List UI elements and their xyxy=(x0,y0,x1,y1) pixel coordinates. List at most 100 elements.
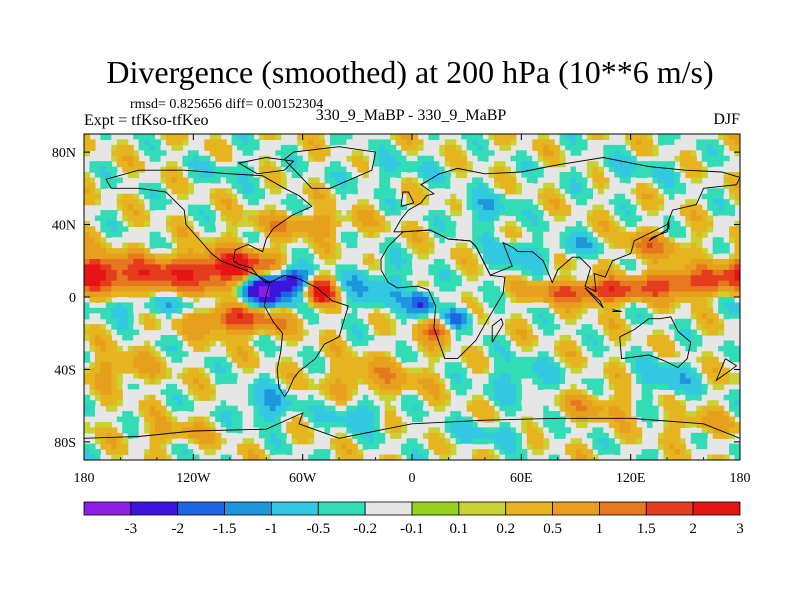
field-cell xyxy=(477,134,484,141)
field-cell xyxy=(515,356,522,363)
field-cell xyxy=(204,258,211,265)
field-cell xyxy=(264,172,271,179)
field-cell xyxy=(488,182,495,189)
field-cell xyxy=(679,318,686,325)
field-cell xyxy=(122,248,129,255)
field-cell xyxy=(237,275,244,282)
field-cell xyxy=(532,215,539,222)
field-cell xyxy=(674,389,681,396)
field-cell xyxy=(592,411,599,418)
field-cell xyxy=(630,291,637,298)
field-cell xyxy=(160,177,167,184)
field-cell xyxy=(220,356,227,363)
field-cell xyxy=(144,351,151,358)
field-cell xyxy=(226,226,233,233)
field-cell xyxy=(209,264,216,271)
field-cell xyxy=(581,199,588,206)
field-cell xyxy=(433,155,440,162)
field-cell xyxy=(116,329,123,336)
field-cell xyxy=(291,421,298,428)
field-cell xyxy=(603,400,610,407)
field-cell xyxy=(297,291,304,298)
field-cell xyxy=(258,340,265,347)
field-cell xyxy=(231,373,238,380)
field-cell xyxy=(614,193,621,200)
field-cell xyxy=(84,280,91,287)
field-cell xyxy=(286,394,293,401)
field-cell xyxy=(734,177,740,184)
field-cell xyxy=(428,226,435,233)
field-cell xyxy=(455,367,462,374)
field-cell xyxy=(275,231,282,238)
field-cell xyxy=(636,356,643,363)
field-cell xyxy=(127,204,134,211)
field-cell xyxy=(592,215,599,222)
field-cell xyxy=(559,297,566,304)
field-cell xyxy=(461,242,468,249)
field-cell xyxy=(543,258,550,265)
field-cell xyxy=(461,356,468,363)
field-cell xyxy=(477,269,484,276)
field-cell xyxy=(696,177,703,184)
field-cell xyxy=(444,258,451,265)
field-cell xyxy=(450,373,457,380)
field-cell xyxy=(127,411,134,418)
field-cell xyxy=(422,242,429,249)
field-cell xyxy=(269,215,276,222)
field-cell xyxy=(390,378,397,385)
field-cell xyxy=(444,237,451,244)
field-cell xyxy=(674,226,681,233)
field-cell xyxy=(641,324,648,331)
field-cell xyxy=(226,362,233,369)
field-cell xyxy=(652,411,659,418)
field-cell xyxy=(521,286,528,293)
field-cell xyxy=(390,188,397,195)
field-cell xyxy=(548,324,555,331)
field-cell xyxy=(729,302,736,309)
field-cell xyxy=(477,367,484,374)
field-cell xyxy=(625,150,632,157)
field-cell xyxy=(433,215,440,222)
field-cell xyxy=(111,172,118,179)
field-cell xyxy=(729,373,736,380)
field-cell xyxy=(94,253,101,260)
field-cell xyxy=(652,340,659,347)
field-cell xyxy=(712,264,719,271)
field-cell xyxy=(723,373,730,380)
field-cell xyxy=(357,400,364,407)
field-cell xyxy=(603,373,610,380)
field-cell xyxy=(105,324,112,331)
field-cell xyxy=(663,340,670,347)
field-cell xyxy=(193,210,200,217)
field-cell xyxy=(625,204,632,211)
field-cell xyxy=(499,307,506,314)
field-cell xyxy=(275,351,282,358)
field-cell xyxy=(554,134,561,141)
field-cell xyxy=(417,307,424,314)
field-cell xyxy=(477,177,484,184)
field-cell xyxy=(663,275,670,282)
field-cell xyxy=(384,302,391,309)
field-cell xyxy=(679,226,686,233)
field-cell xyxy=(641,411,648,418)
field-cell xyxy=(674,264,681,271)
field-cell xyxy=(384,258,391,265)
field-cell xyxy=(138,210,145,217)
field-cell xyxy=(586,394,593,401)
field-cell xyxy=(324,150,331,157)
field-cell xyxy=(690,329,697,336)
field-cell xyxy=(597,226,604,233)
field-cell xyxy=(526,264,533,271)
field-cell xyxy=(428,242,435,249)
field-cell xyxy=(570,275,577,282)
field-cell xyxy=(603,258,610,265)
field-cell xyxy=(155,204,162,211)
field-cell xyxy=(264,134,271,141)
field-cell xyxy=(428,204,435,211)
field-cell xyxy=(685,199,692,206)
field-cell xyxy=(696,291,703,298)
field-cell xyxy=(559,383,566,390)
field-cell xyxy=(269,421,276,428)
field-cell xyxy=(483,356,490,363)
field-cell xyxy=(116,362,123,369)
